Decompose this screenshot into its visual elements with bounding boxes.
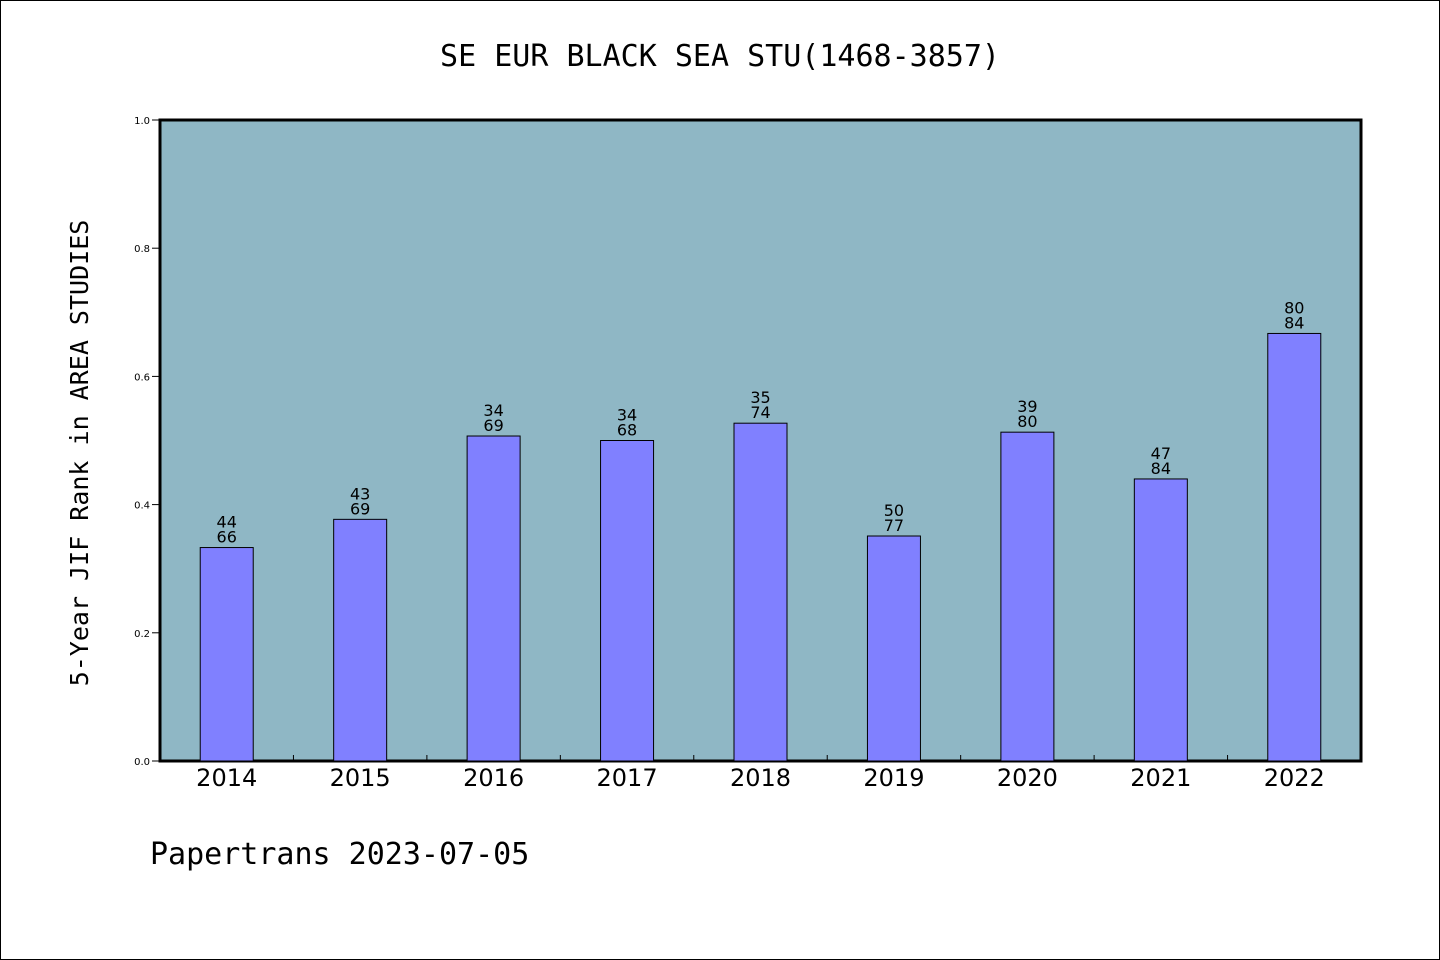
bar-2019 [866,535,921,762]
bar-total-label: 84 [1151,459,1171,478]
bar-total-label: 66 [217,528,237,547]
x-tick-label: 2017 [597,764,658,792]
x-tick-label: 2018 [730,764,791,792]
x-tick-label: 2014 [196,764,257,792]
x-tick-label: 2015 [330,764,391,792]
footer-credit: Papertrans 2023-07-05 [150,837,529,872]
bar-2016 [466,435,521,762]
y-axis: 0.0 0.2 0.4 0.6 0.8 1.0 [134,116,160,768]
bar-total-label: 84 [1284,313,1304,332]
bar-rank-label: 50 [884,501,904,520]
bar-total-label: 80 [1017,412,1037,431]
bar-rank-label: 80 [1284,298,1304,317]
bar-2014 [199,547,254,762]
bar-2020 [1000,431,1055,762]
bar-rank-label: 44 [217,513,237,532]
bar-total-label: 77 [884,516,904,535]
y-tick-label: 0.6 [134,372,150,383]
bar-rank-label: 34 [483,401,503,420]
bar-rank-label: 34 [617,406,637,425]
x-tick-label: 2019 [863,764,924,792]
y-axis-label: 5-Year JIF Rank in AREA STUDIES [65,220,94,687]
bar-total-label: 69 [483,416,503,435]
bar-2017 [600,440,655,762]
chart-title: SE EUR BLACK SEA STU(1468-3857) [440,39,1000,74]
bar-rank-label: 47 [1151,444,1171,463]
y-tick-label: 0.2 [134,629,150,640]
bar-2021 [1133,478,1188,762]
bar-2022 [1267,332,1322,762]
x-tick-label: 2020 [997,764,1058,792]
y-tick-label: 0.8 [134,244,150,255]
y-tick-label: 1.0 [134,116,150,127]
bar-series [199,332,1322,762]
bar-total-label: 74 [750,403,770,422]
x-tick-label: 2022 [1264,764,1325,792]
bar-rank-label: 39 [1017,397,1037,416]
bar-rank-label: 35 [750,388,770,407]
bar-rank-label: 43 [350,484,370,503]
bar-2015 [333,518,388,762]
bar-2018 [733,422,788,762]
bar-total-label: 68 [617,421,637,440]
y-tick-label: 0.4 [134,501,150,512]
bar-total-label: 69 [350,499,370,518]
x-axis: 2014 2015 2016 2017 2018 2019 2020 2021 2022 [196,755,1325,792]
x-tick-label: 2016 [463,764,524,792]
y-tick-label: 0.0 [134,757,150,768]
x-tick-label: 2021 [1130,764,1191,792]
